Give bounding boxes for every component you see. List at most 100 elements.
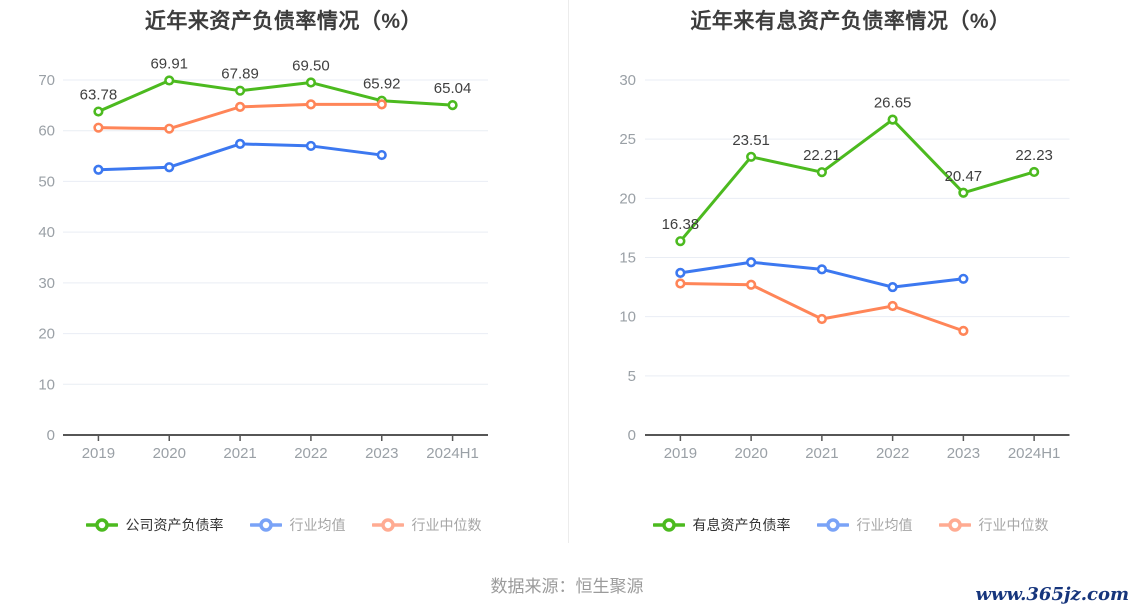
data-point — [93, 164, 104, 175]
data-point — [234, 138, 246, 149]
y-axis-label: 70 — [38, 72, 55, 89]
data-point — [675, 278, 686, 289]
y-axis-label: 20 — [619, 190, 636, 207]
data-point — [234, 85, 246, 96]
y-axis-label: 10 — [38, 376, 55, 393]
x-axis-label: 2022 — [876, 445, 909, 462]
data-point — [376, 99, 387, 110]
y-axis-label: 20 — [38, 326, 55, 343]
data-point — [376, 149, 387, 161]
data-source-note: 数据来源：恒生聚源 — [490, 577, 644, 596]
data-label: 65.04 — [434, 80, 472, 97]
chart-title-left: 近年来资产负债率情况（%） — [144, 10, 423, 33]
data-point — [234, 101, 246, 112]
y-axis-label: 30 — [619, 72, 636, 89]
data-point — [887, 114, 898, 125]
chart-interest-bearing-ratio: 近年来有息资产负债率情况（%） 0 5 10 15 20 25 30 2019 2020 2021… — [567, 0, 1134, 560]
legend-item-0[interactable]: 公司资产负债率 — [85, 515, 224, 535]
y-axis-label: 25 — [619, 131, 636, 148]
x-axis-label: 2020 — [153, 445, 186, 462]
legend-line-marker-icon — [816, 518, 849, 532]
data-point — [93, 122, 104, 133]
legend-line-marker-icon — [85, 518, 118, 532]
data-point — [958, 325, 969, 336]
data-point — [675, 267, 686, 278]
data-point — [958, 187, 969, 198]
data-label: 67.89 — [221, 66, 259, 83]
legend-label: 行业中位数 — [978, 517, 1049, 533]
series-0-line — [678, 118, 1036, 243]
data-label: 23.51 — [732, 132, 770, 149]
chart-asset-liability-ratio: 近年来资产负债率情况（%） 0 10 20 30 40 50 60 70 2019 2020 202… — [0, 0, 567, 560]
x-axis-label: 2023 — [365, 445, 398, 462]
data-point — [305, 99, 317, 110]
legend-line-marker-icon — [652, 518, 685, 532]
y-axis-label: 40 — [38, 224, 55, 241]
data-point — [746, 151, 757, 162]
legend-item-2[interactable]: 行业中位数 — [371, 515, 482, 535]
data-point — [305, 140, 317, 152]
x-axis-label: 2023 — [947, 445, 980, 462]
website-link[interactable]: www.365jz.com — [975, 584, 1129, 605]
data-point — [816, 313, 827, 325]
legend-label: 行业中位数 — [411, 517, 482, 533]
y-axis-label: 5 — [628, 368, 636, 385]
data-point — [816, 264, 827, 275]
y-axis-label: 0 — [628, 427, 636, 444]
data-point — [164, 123, 175, 134]
data-point — [93, 106, 104, 117]
data-point — [958, 273, 969, 284]
x-axis-label: 2020 — [734, 445, 767, 462]
line-chart-canvas-left: 0 10 20 30 40 50 60 70 2019 2020 2021 2022 2023 2024H… — [38, 55, 488, 462]
legend-label: 行业均值 — [289, 517, 346, 533]
data-label: 22.21 — [803, 147, 841, 164]
data-label: 65.92 — [363, 76, 401, 93]
data-label: 69.91 — [150, 55, 188, 72]
x-axis-label: 2019 — [82, 445, 115, 462]
series-0-line — [96, 78, 455, 114]
y-axis-label: 60 — [38, 123, 55, 140]
data-label: 16.38 — [662, 216, 700, 233]
chart-legend-right: 有息资产负债率 行业均值 行业中位数 — [567, 513, 1134, 537]
line-chart-canvas-right: 0 5 10 15 20 25 30 2019 2020 2021 2022 2023 2024H1 16… — [619, 72, 1070, 462]
data-label: 22.23 — [1015, 147, 1053, 164]
chart-legend-left: 公司资产负债率 行业均值 行业中位数 — [0, 513, 567, 537]
data-point — [816, 167, 827, 178]
data-point — [305, 77, 317, 88]
y-axis-label: 10 — [619, 309, 636, 326]
legend-line-marker-icon — [938, 518, 971, 532]
x-axis-label: 2019 — [664, 445, 697, 462]
legend-item-0[interactable]: 有息资产负债率 — [652, 515, 791, 535]
x-axis-label: 2022 — [294, 445, 327, 462]
x-axis-label: 2021 — [223, 445, 256, 462]
legend-label: 公司资产负债率 — [125, 517, 224, 533]
data-point — [164, 75, 175, 86]
legend-item-1[interactable]: 行业均值 — [816, 515, 913, 535]
data-label: 69.50 — [292, 58, 330, 75]
y-axis-label: 50 — [38, 173, 55, 190]
x-axis-label: 2024H1 — [1008, 445, 1061, 462]
data-label: 26.65 — [874, 95, 912, 112]
y-axis-label: 30 — [38, 275, 55, 292]
data-point — [1029, 166, 1040, 178]
charts-divider — [568, 0, 569, 543]
data-point — [746, 279, 757, 290]
data-point — [746, 257, 757, 268]
data-label: 63.78 — [80, 87, 118, 104]
legend-item-2[interactable]: 行业中位数 — [938, 515, 1049, 535]
chart-title-right: 近年来有息资产负债率情况（%） — [690, 10, 1011, 33]
data-point — [447, 100, 458, 111]
legend-item-1[interactable]: 行业均值 — [249, 515, 346, 535]
y-axis-label: 0 — [47, 427, 55, 444]
data-point — [675, 236, 686, 247]
legend-line-marker-icon — [371, 518, 404, 532]
data-label: 20.47 — [945, 168, 983, 185]
data-point — [164, 162, 175, 173]
data-point — [887, 281, 898, 293]
legend-label: 有息资产负债率 — [692, 517, 791, 533]
legend-line-marker-icon — [249, 518, 282, 532]
x-axis-label: 2024H1 — [426, 445, 479, 462]
data-point — [887, 300, 898, 312]
x-axis-label: 2021 — [805, 445, 838, 462]
